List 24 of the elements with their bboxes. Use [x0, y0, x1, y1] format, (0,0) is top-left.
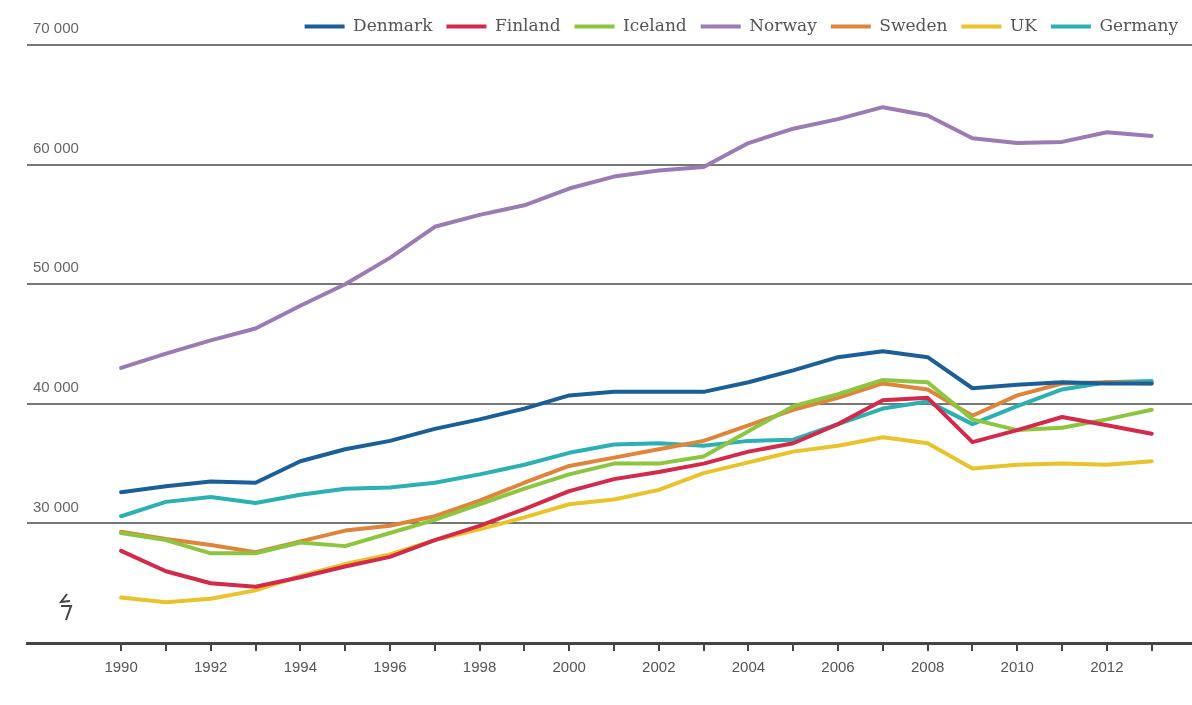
legend-label: Iceland	[623, 14, 687, 35]
legend-label: Finland	[494, 14, 561, 35]
x-tick-label: 1994	[283, 658, 318, 676]
x-tick-label: 2002	[642, 658, 676, 676]
x-tick-label: 2004	[731, 658, 766, 676]
legend-label: Germany	[1099, 14, 1179, 35]
x-tick-label: 1996	[373, 658, 407, 676]
legend-label: Norway	[749, 14, 818, 35]
y-tick-label: 30 000	[33, 497, 79, 515]
x-tick-label: 2008	[910, 658, 945, 676]
legend-label: Denmark	[353, 14, 434, 35]
y-tick-label: 70 000	[33, 19, 79, 37]
legend-label: UK	[1009, 14, 1038, 35]
x-tick-label: 1992	[194, 658, 228, 676]
x-tick-label: 2006	[821, 658, 855, 676]
y-tick-label: 40 000	[33, 377, 79, 395]
x-tick-label: 1998	[462, 658, 497, 676]
y-tick-label: 50 000	[33, 258, 79, 276]
x-tick-label: 2000	[552, 658, 586, 676]
x-tick-label: 2010	[1000, 658, 1034, 676]
y-tick-label: 60 000	[33, 138, 79, 156]
legend-label: Sweden	[879, 14, 948, 35]
x-tick-label: 1990	[104, 658, 138, 676]
x-tick-label: 2012	[1090, 658, 1124, 676]
